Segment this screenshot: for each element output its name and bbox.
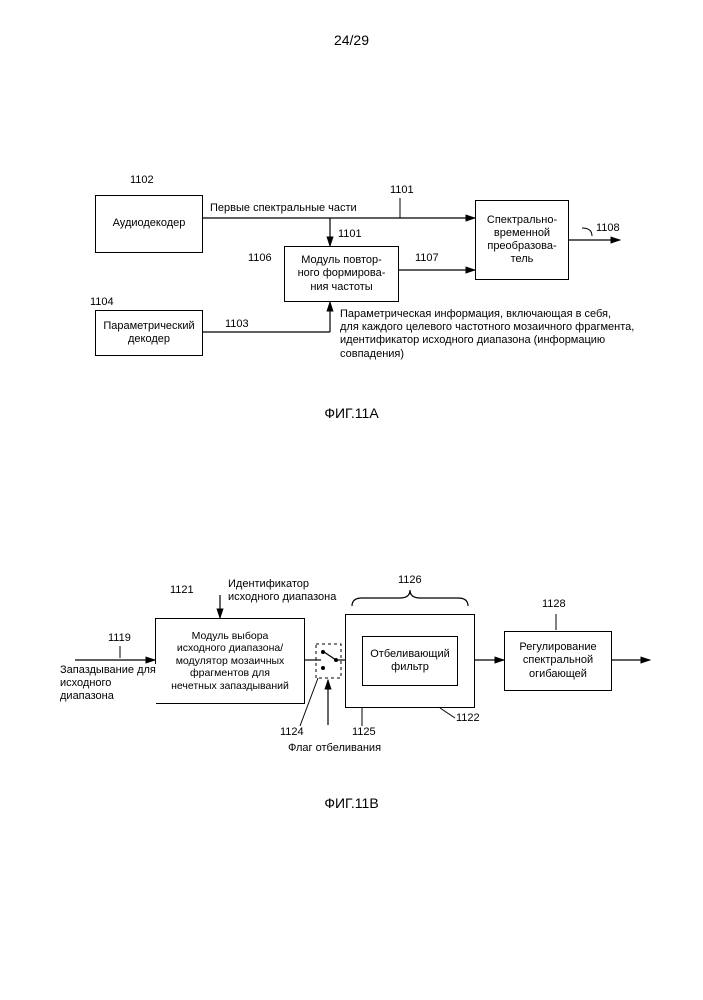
audio-decoder-box: Аудиодекодер xyxy=(95,195,203,253)
ref-1119: 1119 xyxy=(108,632,131,645)
delay-label: Запаздывание для исходного диапазона xyxy=(60,664,156,704)
page-number: 24/29 xyxy=(0,32,703,48)
whitening-filter-box: Отбеливающий фильтр xyxy=(362,636,458,686)
whitening-flag-label: Флаг отбеливания xyxy=(288,742,381,755)
source-range-selector-box: Модуль выбора исходного диапазона/ модул… xyxy=(155,618,305,704)
ref-1101-a: 1101 xyxy=(390,184,414,197)
spectral-envelope-box: Регулирование спектральной огибающей xyxy=(504,631,612,691)
parametric-decoder-box: Параметрический декодер xyxy=(95,310,203,356)
figure-11b: Модуль выбора исходного диапазона/ модул… xyxy=(0,540,703,800)
ref-1107: 1107 xyxy=(415,252,439,265)
ref-1103: 1103 xyxy=(225,318,249,331)
frequency-regenerator-box: Модуль повтор- ного формирова- ния часто… xyxy=(284,246,399,302)
first-spectral-parts-label: Первые спектральные части xyxy=(210,202,357,215)
figure-11a-caption: ФИГ.11A xyxy=(0,405,703,421)
ref-1125: 1125 xyxy=(352,726,376,739)
ref-1104: 1104 xyxy=(90,296,114,309)
spectral-time-converter-box: Спектрально- временной преобразова- тель xyxy=(475,200,569,280)
source-id-label: Идентификатор исходного диапазона xyxy=(228,578,336,604)
ref-1128: 1128 xyxy=(542,598,566,611)
ref-1126: 1126 xyxy=(398,574,422,587)
ref-1106: 1106 xyxy=(248,252,272,265)
figure-11b-caption: ФИГ.11B xyxy=(0,795,703,811)
ref-1122: 1122 xyxy=(456,712,480,725)
ref-1102: 1102 xyxy=(130,174,154,187)
ref-1108: 1108 xyxy=(596,222,620,235)
figure-11a: Аудиодекодер Модуль повтор- ного формиро… xyxy=(0,150,703,420)
ref-1124: 1124 xyxy=(280,726,304,739)
parametric-info-label: Параметрическая информация, включающая в… xyxy=(340,308,640,361)
ref-1121: 1121 xyxy=(170,584,194,597)
ref-1101-b: 1101 xyxy=(338,228,362,241)
